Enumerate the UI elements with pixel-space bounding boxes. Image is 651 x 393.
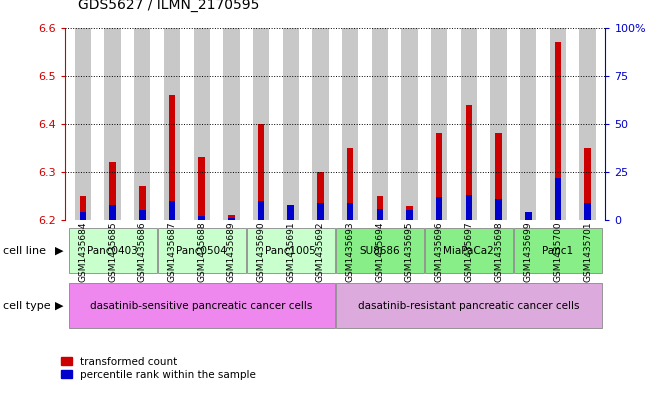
Bar: [555, 178, 561, 220]
Text: Panc0403: Panc0403: [87, 246, 138, 255]
Text: GSM1435692: GSM1435692: [316, 221, 325, 282]
Text: GSM1435701: GSM1435701: [583, 221, 592, 282]
Bar: [258, 124, 264, 220]
Bar: [495, 133, 502, 220]
Text: GSM1435695: GSM1435695: [405, 221, 414, 282]
Text: ▶: ▶: [55, 246, 64, 255]
Text: MiaPaCa2: MiaPaCa2: [443, 246, 494, 255]
Bar: [406, 206, 413, 220]
Bar: [79, 196, 86, 220]
Bar: [461, 28, 477, 220]
Bar: [372, 28, 388, 220]
Bar: [495, 199, 502, 220]
Bar: [520, 28, 536, 220]
Bar: [253, 28, 270, 220]
Bar: [465, 105, 472, 220]
Bar: [199, 216, 205, 220]
Bar: [555, 42, 561, 220]
Bar: [228, 218, 234, 220]
Text: ▶: ▶: [55, 301, 64, 310]
Text: GSM1435693: GSM1435693: [346, 221, 355, 282]
Bar: [490, 28, 506, 220]
Bar: [193, 28, 210, 220]
Bar: [199, 158, 205, 220]
Bar: [525, 212, 531, 220]
Bar: [436, 197, 443, 220]
Bar: [585, 148, 591, 220]
Text: GSM1435691: GSM1435691: [286, 221, 296, 282]
Legend: transformed count, percentile rank within the sample: transformed count, percentile rank withi…: [57, 353, 260, 384]
Bar: [549, 28, 566, 220]
Bar: [465, 195, 472, 220]
Text: GSM1435686: GSM1435686: [138, 221, 146, 282]
Bar: [109, 162, 116, 220]
Bar: [164, 28, 180, 220]
Bar: [585, 203, 591, 220]
Bar: [342, 28, 358, 220]
Bar: [134, 28, 150, 220]
Text: GSM1435684: GSM1435684: [78, 221, 87, 282]
Text: GSM1435690: GSM1435690: [256, 221, 266, 282]
Bar: [401, 28, 418, 220]
Bar: [288, 205, 294, 220]
Text: dasatinib-sensitive pancreatic cancer cells: dasatinib-sensitive pancreatic cancer ce…: [90, 301, 313, 310]
Text: GSM1435698: GSM1435698: [494, 221, 503, 282]
Bar: [223, 28, 240, 220]
FancyBboxPatch shape: [425, 228, 513, 273]
Text: Panc0504: Panc0504: [176, 246, 227, 255]
Bar: [376, 196, 383, 220]
Bar: [312, 28, 329, 220]
FancyBboxPatch shape: [514, 228, 602, 273]
Text: GSM1435685: GSM1435685: [108, 221, 117, 282]
Bar: [228, 215, 234, 220]
Bar: [169, 95, 175, 220]
Bar: [347, 203, 353, 220]
FancyBboxPatch shape: [68, 283, 335, 328]
Bar: [258, 201, 264, 220]
Text: Panc1005: Panc1005: [266, 246, 316, 255]
Text: GSM1435688: GSM1435688: [197, 221, 206, 282]
FancyBboxPatch shape: [158, 228, 245, 273]
Bar: [525, 215, 531, 220]
Bar: [431, 28, 447, 220]
Bar: [169, 201, 175, 220]
Bar: [317, 172, 324, 220]
Bar: [579, 28, 596, 220]
Text: GSM1435700: GSM1435700: [553, 221, 562, 282]
Text: GSM1435687: GSM1435687: [167, 221, 176, 282]
Text: GSM1435699: GSM1435699: [524, 221, 533, 282]
Text: SU8686: SU8686: [359, 246, 400, 255]
Bar: [288, 206, 294, 220]
Bar: [139, 186, 146, 220]
Text: GDS5627 / ILMN_2170595: GDS5627 / ILMN_2170595: [78, 0, 260, 12]
Bar: [347, 148, 353, 220]
Text: GSM1435696: GSM1435696: [435, 221, 444, 282]
Bar: [376, 209, 383, 220]
Text: Panc1: Panc1: [542, 246, 574, 255]
Text: cell type: cell type: [3, 301, 51, 310]
Text: GSM1435697: GSM1435697: [464, 221, 473, 282]
Bar: [104, 28, 121, 220]
FancyBboxPatch shape: [336, 228, 424, 273]
Text: GSM1435694: GSM1435694: [375, 221, 384, 282]
Bar: [139, 211, 146, 220]
Bar: [436, 133, 443, 220]
Bar: [79, 212, 86, 220]
Text: cell line: cell line: [3, 246, 46, 255]
Bar: [406, 211, 413, 220]
FancyBboxPatch shape: [336, 283, 602, 328]
Bar: [75, 28, 91, 220]
Text: dasatinib-resistant pancreatic cancer cells: dasatinib-resistant pancreatic cancer ce…: [358, 301, 579, 310]
Bar: [317, 203, 324, 220]
FancyBboxPatch shape: [247, 228, 335, 273]
Text: GSM1435689: GSM1435689: [227, 221, 236, 282]
Bar: [109, 205, 116, 220]
FancyBboxPatch shape: [68, 228, 156, 273]
Bar: [283, 28, 299, 220]
